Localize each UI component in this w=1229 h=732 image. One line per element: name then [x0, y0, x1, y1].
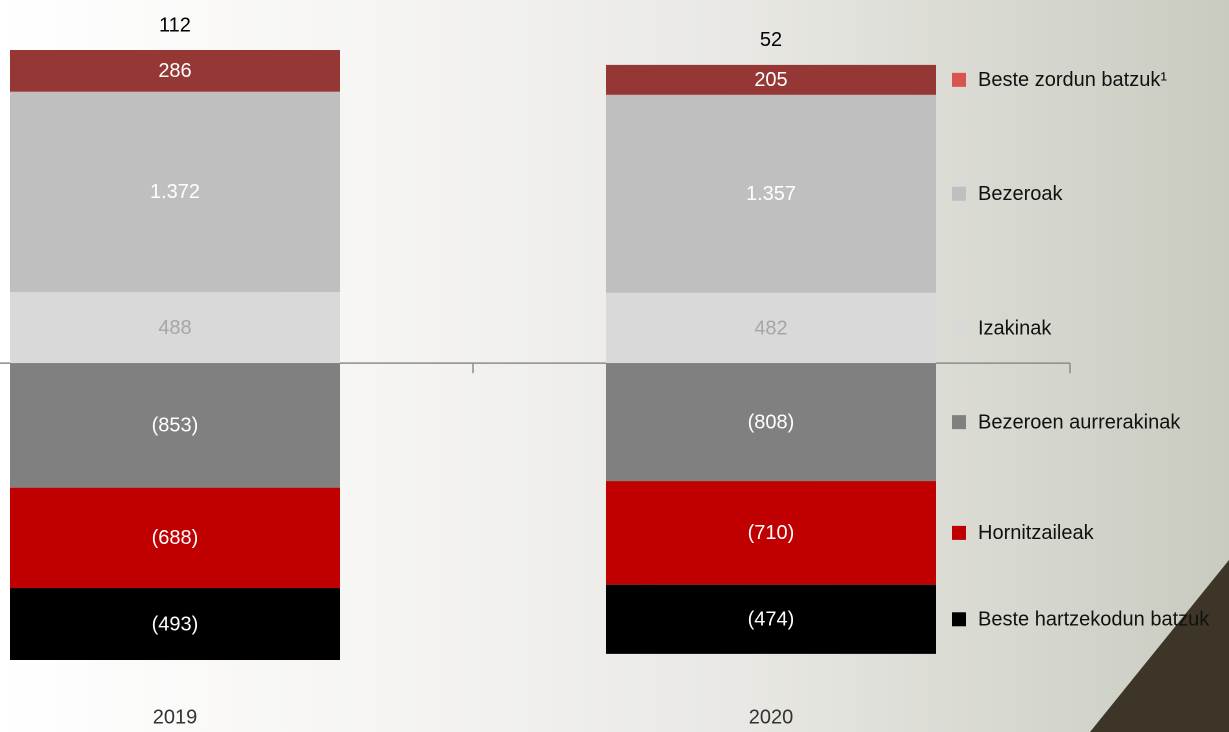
legend-label: Bezeroen aurrerakinak	[978, 411, 1181, 433]
value-label: 1.357	[746, 183, 796, 205]
legend-swatch	[952, 186, 966, 201]
bar-segment	[10, 588, 340, 660]
legend-label: Beste zordun batzuk¹	[978, 69, 1167, 91]
bar-segment	[606, 64, 936, 95]
total-label: 112	[159, 14, 191, 36]
bar-segment	[10, 50, 340, 92]
value-label: (688)	[152, 527, 199, 549]
legend-swatch	[952, 415, 966, 430]
legend-swatch	[952, 525, 966, 540]
legend-label: Bezeroak	[978, 183, 1063, 205]
category-label: 2020	[749, 706, 794, 728]
value-label: (493)	[152, 613, 199, 635]
bar-segment	[10, 91, 340, 292]
legend-swatch	[952, 72, 966, 87]
value-label: (474)	[748, 609, 795, 631]
category-label: 2019	[153, 706, 198, 728]
value-label: 488	[158, 317, 191, 339]
value-label: 1.372	[150, 181, 200, 203]
bar-segment	[10, 487, 340, 589]
bar-segment	[606, 584, 936, 654]
legend-label: Hornitzaileak	[978, 522, 1095, 544]
legend-label: Beste hartzekodun batzuk	[978, 609, 1210, 631]
value-label: (853)	[152, 415, 199, 437]
bar-segment	[10, 363, 340, 488]
value-label: (710)	[748, 522, 795, 544]
total-label: 52	[760, 29, 782, 51]
bar-segment	[606, 481, 936, 585]
value-label: (808)	[748, 411, 795, 433]
bar-segment	[606, 363, 936, 482]
value-label: 205	[754, 69, 787, 91]
bar-segment	[606, 292, 936, 364]
legend-label: Izakinak	[978, 317, 1052, 339]
legend-swatch	[952, 612, 966, 627]
value-label: 286	[158, 60, 191, 82]
bar-segment	[606, 94, 936, 293]
bar-segment	[10, 291, 340, 364]
background-corner	[1090, 560, 1229, 732]
value-label: 482	[754, 317, 787, 339]
legend-swatch	[952, 321, 966, 336]
